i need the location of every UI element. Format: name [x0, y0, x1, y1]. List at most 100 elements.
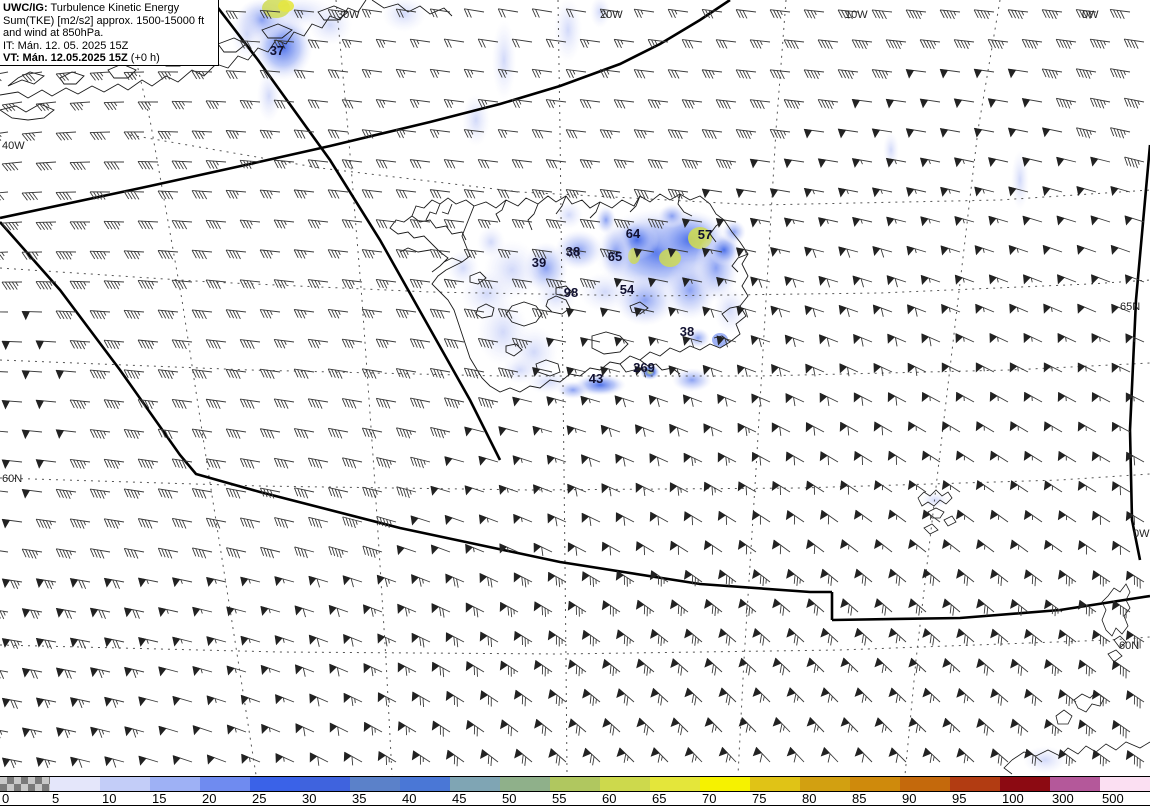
- colorbar-swatch-15[interactable]: [150, 777, 200, 791]
- wind-barb: [614, 395, 635, 408]
- wind-barb: [69, 518, 91, 529]
- wind-barb: [104, 756, 125, 768]
- wind-barb: [375, 38, 397, 49]
- wind-barb: [377, 692, 397, 706]
- wind-barb: [602, 658, 621, 676]
- colorbar-swatch-20[interactable]: [200, 777, 250, 791]
- colorbar-swatches[interactable]: [0, 776, 1150, 792]
- wind-barb: [409, 99, 431, 109]
- colorbar-swatch-500[interactable]: [1100, 777, 1150, 791]
- colorbar-swatch-90[interactable]: [900, 777, 950, 791]
- wind-barb: [275, 753, 295, 764]
- colorbar-tick-300: 300: [1052, 791, 1074, 806]
- wind-barb: [955, 333, 975, 344]
- wind-barb: [819, 509, 839, 525]
- wind-barb: [343, 634, 363, 647]
- colorbar-swatch-40[interactable]: [400, 777, 450, 791]
- wind-barb: [239, 339, 261, 350]
- wind-barb: [633, 69, 655, 79]
- wind-barb: [171, 279, 193, 290]
- wind-barb: [69, 578, 91, 590]
- colorbar-swatch-5[interactable]: [50, 777, 100, 791]
- wind-barb: [1024, 569, 1043, 587]
- geo-label-40W: 40W: [2, 140, 25, 152]
- wind-barb: [805, 363, 825, 377]
- wind-barb: [1058, 749, 1077, 767]
- wind-barb: [293, 189, 315, 199]
- colorbar-swatch-70[interactable]: [700, 777, 750, 791]
- wind-barb: [956, 568, 975, 586]
- colorbar-swatch-0[interactable]: [0, 777, 50, 791]
- geo-label-10W: 10W: [845, 9, 868, 21]
- wind-barb: [545, 99, 567, 109]
- wind-barb: [1090, 156, 1111, 167]
- wind-barb: [171, 517, 193, 529]
- colorbar-swatch-100[interactable]: [1000, 777, 1050, 791]
- wind-barb: [138, 755, 159, 766]
- geo-label-layer: 30W 20W 10W 0W 40W 60N 65N 0W 60N: [2, 9, 1150, 652]
- colorbar-swatch-50[interactable]: [500, 777, 550, 791]
- wind-barb: [681, 39, 703, 49]
- wind-barb: [907, 480, 927, 493]
- wind-barb: [123, 190, 145, 200]
- wind-barb: [579, 278, 601, 289]
- wind-barb: [363, 721, 383, 736]
- wind-barb: [89, 131, 111, 141]
- wind-barb: [430, 544, 451, 555]
- wind-barb: [852, 216, 873, 227]
- wind-barb: [328, 546, 349, 559]
- wind-barb: [532, 425, 553, 436]
- wind-barb: [361, 129, 383, 139]
- map-canvas[interactable]: 30W 20W 10W 0W 40W 60N 65N 0W 60N 37 39 38 65 64 57 98…: [0, 0, 1150, 775]
- wind-barb: [444, 515, 465, 526]
- wind-barb: [531, 308, 553, 319]
- colorbar-swatch-85[interactable]: [850, 777, 900, 791]
- wind-barb: [124, 607, 145, 619]
- wind-barb: [21, 608, 43, 620]
- wind-barb: [1075, 68, 1097, 79]
- colorbar-swatch-30[interactable]: [300, 777, 350, 791]
- wind-barb: [103, 220, 125, 230]
- wind-barb: [498, 426, 519, 437]
- wind-barb: [670, 599, 689, 617]
- colorbar-swatch-65[interactable]: [650, 777, 700, 791]
- colorbar-swatch-95[interactable]: [950, 777, 1000, 791]
- colorbar-swatch-55[interactable]: [550, 777, 600, 791]
- wind-barb: [613, 218, 635, 229]
- wind-barb: [206, 695, 227, 706]
- wind-barb: [1042, 186, 1063, 197]
- colorbar-swatch-35[interactable]: [350, 777, 400, 791]
- colorbar-swatch-45[interactable]: [450, 777, 500, 791]
- colorbar[interactable]: 0 5 10 15 20 25 30 35 40 45 50 55 60 65 70 75 80 85 90 95 10…: [0, 775, 1150, 807]
- wind-barb: [157, 190, 179, 200]
- wind-barb: [1124, 274, 1145, 285]
- wind-barb: [703, 540, 723, 555]
- colorbar-swatch-60[interactable]: [600, 777, 650, 791]
- wind-barb: [1091, 451, 1111, 463]
- wind-barb: [361, 368, 383, 379]
- wind-barb: [1009, 421, 1029, 433]
- wind-barb: [445, 632, 465, 648]
- wind-barb: [341, 398, 363, 409]
- wind-barb: [397, 603, 417, 617]
- colorbar-swatch-10[interactable]: [100, 777, 150, 791]
- wind-barb: [329, 722, 349, 736]
- wind-barb: [1, 340, 23, 351]
- wind-barb: [513, 689, 533, 707]
- colorbar-swatch-75[interactable]: [750, 777, 800, 791]
- wind-barb: [375, 159, 397, 169]
- wind-barb: [634, 365, 655, 378]
- wind-barb: [871, 69, 893, 80]
- colorbar-swatch-25[interactable]: [250, 777, 300, 791]
- wind-barb: [953, 39, 975, 50]
- wind-barb: [410, 456, 431, 469]
- wind-barb: [976, 598, 995, 616]
- wind-barb: [192, 666, 213, 676]
- wind-barb: [1077, 599, 1097, 617]
- colorbar-swatch-80[interactable]: [800, 777, 850, 791]
- colorbar-swatch-300[interactable]: [1050, 777, 1100, 791]
- wind-barb: [328, 487, 349, 499]
- wind-barb: [1125, 630, 1145, 649]
- wind-barb: [0, 489, 9, 493]
- wind-barb: [1125, 392, 1145, 403]
